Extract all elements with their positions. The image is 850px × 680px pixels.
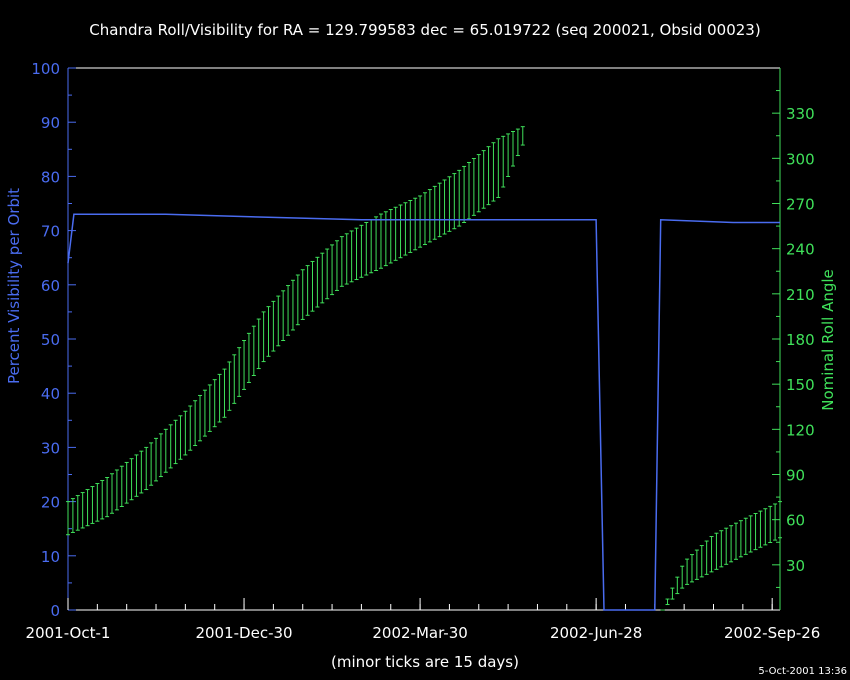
y-tick-label: 20 xyxy=(41,494,60,512)
x-tick-label: 2002-Mar-30 xyxy=(372,624,467,642)
x-tick-label: 2002-Sep-26 xyxy=(724,624,820,642)
y2-tick-label: 210 xyxy=(786,286,815,304)
y-axis-label: Percent Visibility per Orbit xyxy=(5,188,23,384)
x-tick-label: 2001-Dec-30 xyxy=(195,624,292,642)
y-tick-label: 100 xyxy=(31,60,60,78)
y-tick-label: 90 xyxy=(41,114,60,132)
y2-tick-label: 120 xyxy=(786,421,815,439)
y2-tick-label: 90 xyxy=(786,467,805,485)
y2-tick-label: 150 xyxy=(786,376,815,394)
y-tick-label: 0 xyxy=(50,602,60,620)
x-tick-label: 2002-Jun-28 xyxy=(550,624,642,642)
x-axis-label: (minor ticks are 15 days) xyxy=(331,653,519,671)
y2-tick-label: 30 xyxy=(786,557,805,575)
visibility-series xyxy=(67,213,780,611)
y-tick-label: 10 xyxy=(41,548,60,566)
y-tick-label: 30 xyxy=(41,439,60,457)
y2-tick-label: 240 xyxy=(786,241,815,259)
timestamp: 5-Oct-2001 13:36 xyxy=(758,666,847,677)
x-tick-label: 2001-Oct-1 xyxy=(26,624,111,642)
y2-tick-label: 300 xyxy=(786,150,815,168)
roll-angle-series xyxy=(66,126,782,611)
y2-tick-label: 330 xyxy=(786,105,815,123)
y2-tick-label: 270 xyxy=(786,196,815,214)
y-tick-label: 40 xyxy=(41,385,60,403)
y-tick-label: 60 xyxy=(41,277,60,295)
visibility-line xyxy=(67,213,780,611)
y2-tick-label: 180 xyxy=(786,331,815,349)
y2-tick-label: 60 xyxy=(786,512,805,530)
y-tick-label: 50 xyxy=(41,331,60,349)
y-tick-label: 70 xyxy=(41,223,60,241)
chart-title: Chandra Roll/Visibility for RA = 129.799… xyxy=(89,21,760,39)
axes: 0 10 20 30 40 50 60 70 80 90 100 30 60 90 120 150 180 210… xyxy=(26,60,821,642)
y2-axis-label: Nominal Roll Angle xyxy=(819,269,837,411)
y-tick-label: 80 xyxy=(41,168,60,186)
